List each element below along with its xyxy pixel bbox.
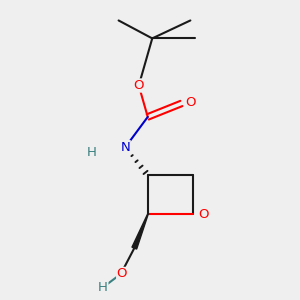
Text: N: N (120, 141, 130, 154)
Polygon shape (132, 214, 148, 249)
Text: O: O (198, 208, 209, 221)
Text: O: O (185, 96, 195, 109)
Text: O: O (134, 79, 144, 92)
Text: O: O (117, 267, 127, 280)
Text: H: H (86, 146, 96, 159)
Text: H: H (98, 281, 108, 294)
